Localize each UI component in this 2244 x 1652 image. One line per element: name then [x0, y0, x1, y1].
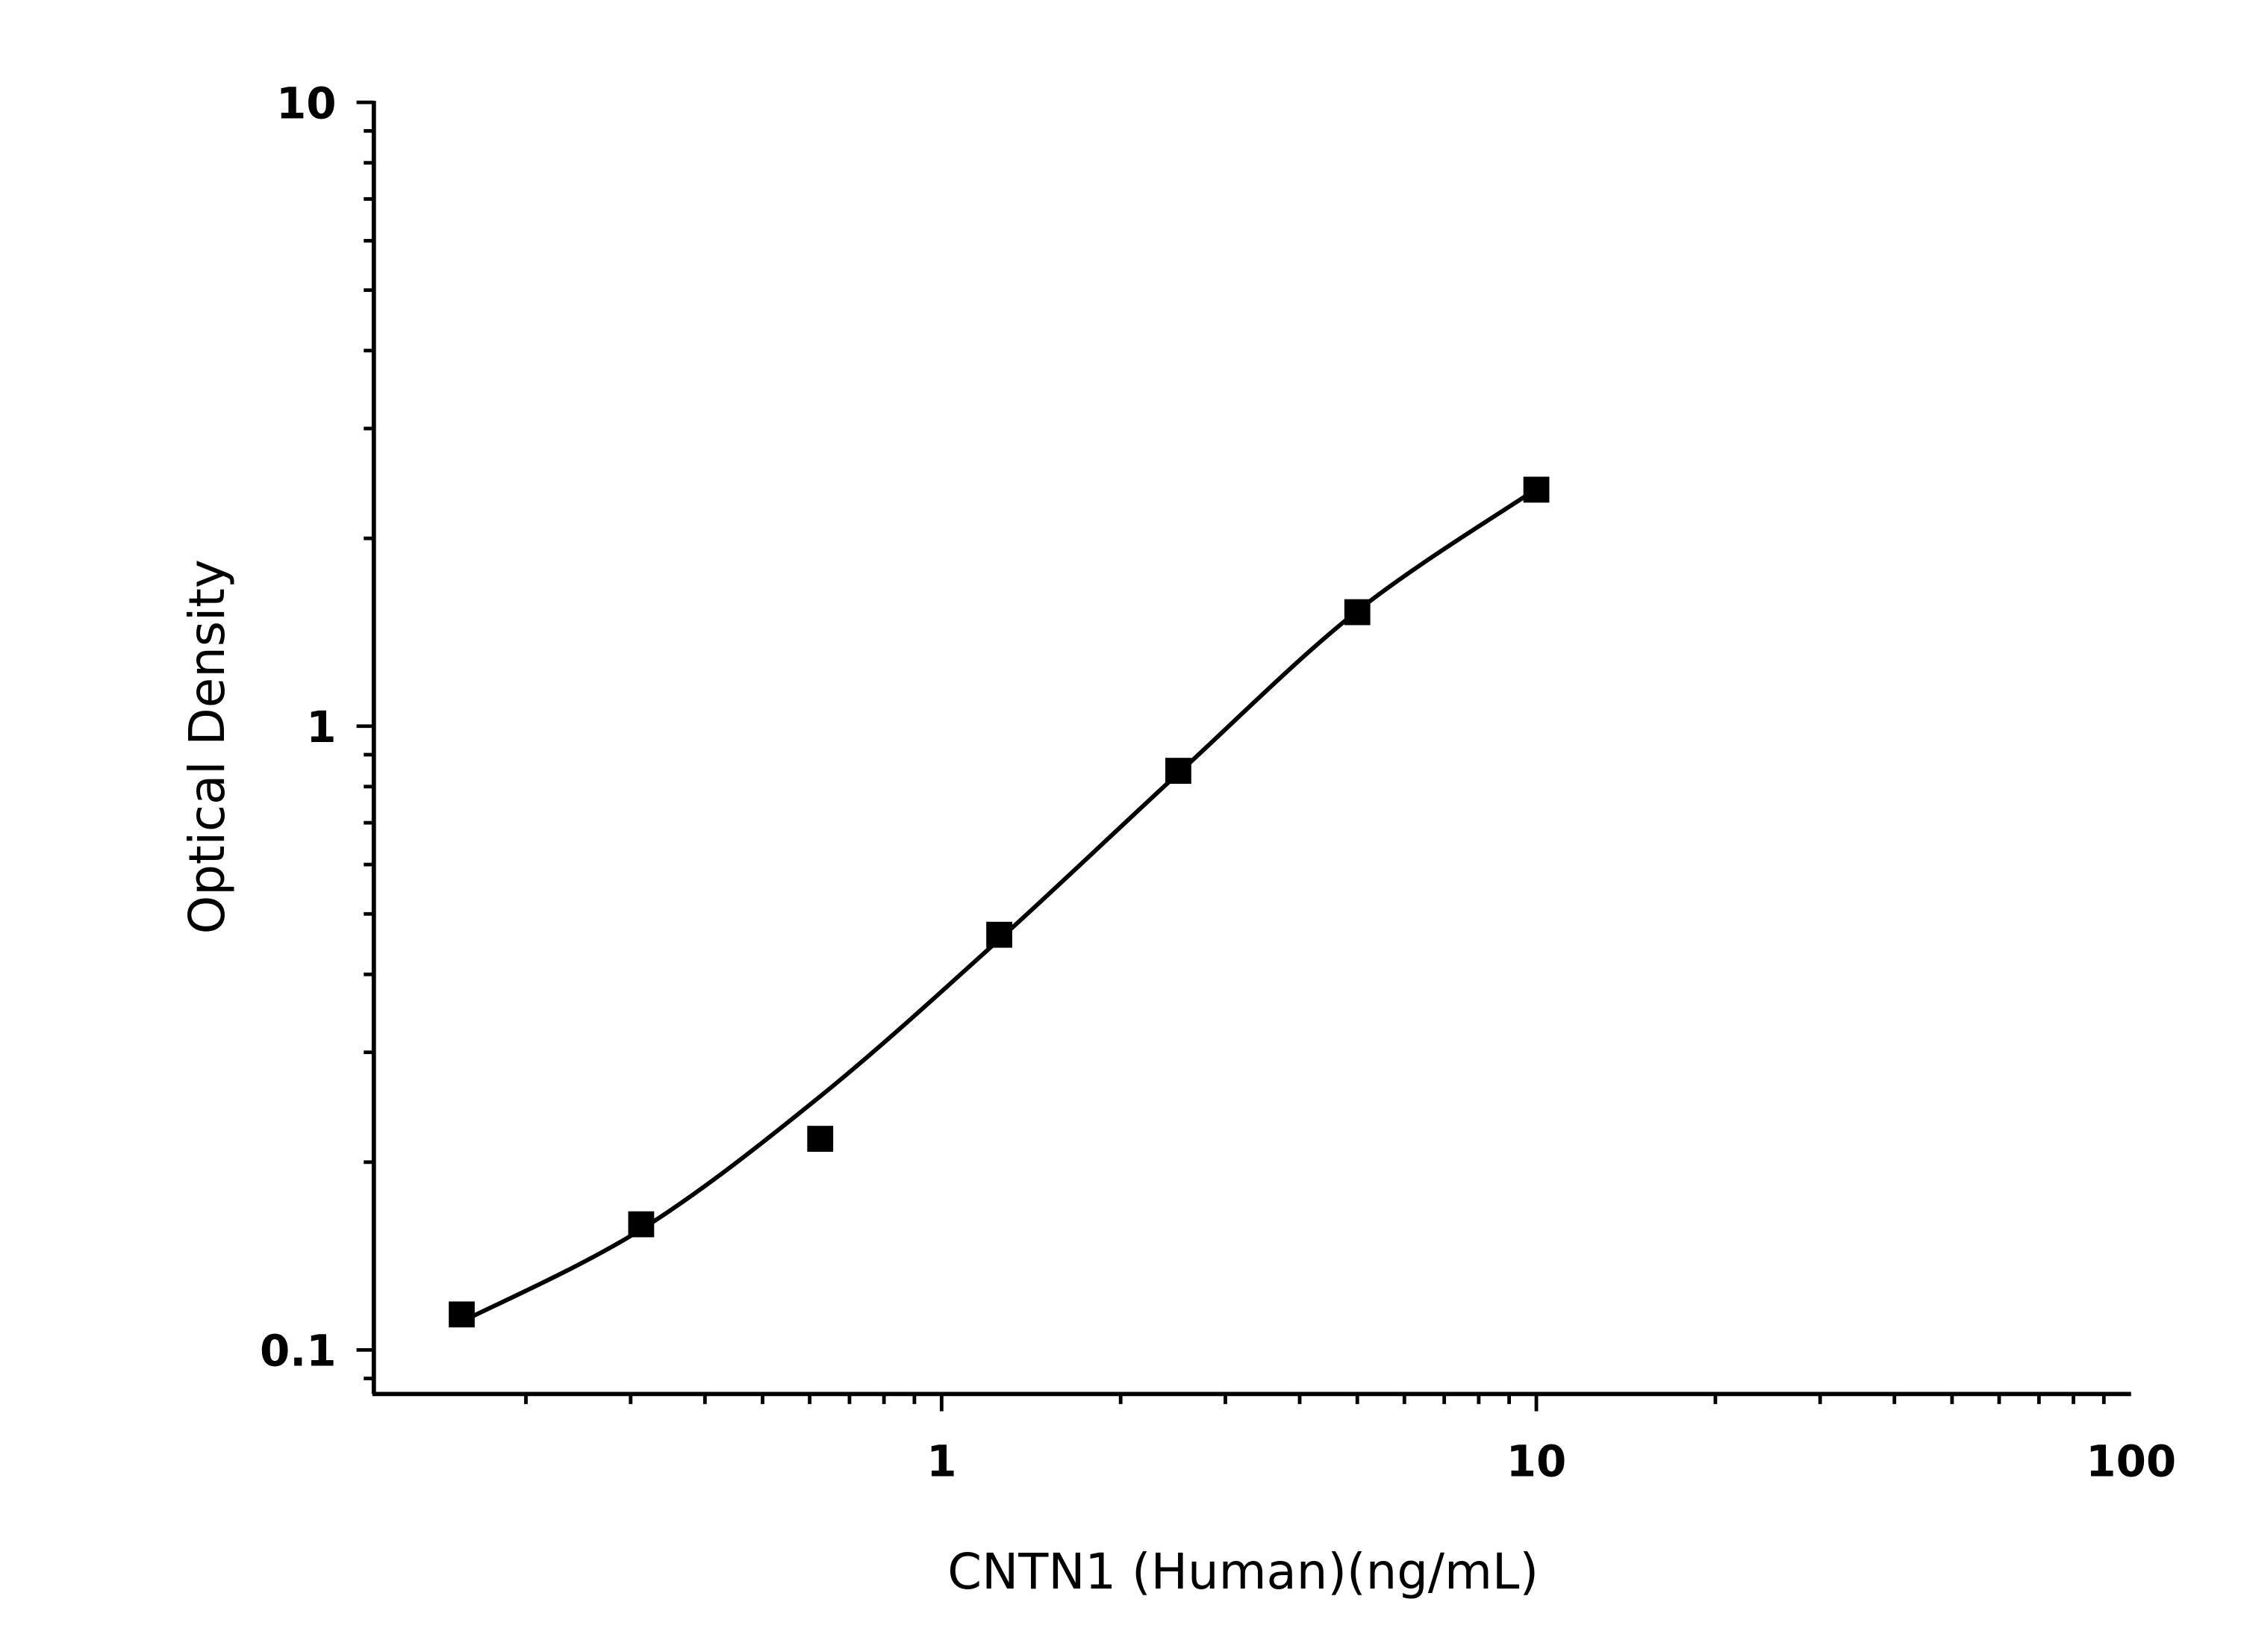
x-tick-label: 100 — [2086, 1436, 2176, 1486]
x-tick-label: 10 — [1506, 1436, 1567, 1486]
ticks — [356, 100, 2106, 1412]
data-points — [449, 476, 1550, 1328]
x-tick-label: 1 — [926, 1436, 956, 1486]
data-point — [986, 921, 1012, 948]
fit-curve — [461, 487, 1538, 1324]
data-point — [1523, 476, 1550, 503]
axes — [371, 101, 2131, 1397]
data-point — [449, 1301, 475, 1328]
data-point — [1344, 599, 1371, 626]
x-axis-title: CNTN1 (Human)(ng/mL) — [947, 1544, 1539, 1600]
y-tick-label: 0.1 — [260, 1326, 337, 1377]
data-point — [807, 1126, 834, 1152]
data-point — [1165, 758, 1191, 784]
y-axis-title: Optical Density — [179, 559, 236, 934]
y-tick-label: 10 — [276, 78, 337, 128]
data-point — [628, 1211, 655, 1238]
y-tick-label: 1 — [306, 702, 336, 752]
tick-labels: 1 10 100 0.1 1 10 — [260, 78, 2176, 1486]
